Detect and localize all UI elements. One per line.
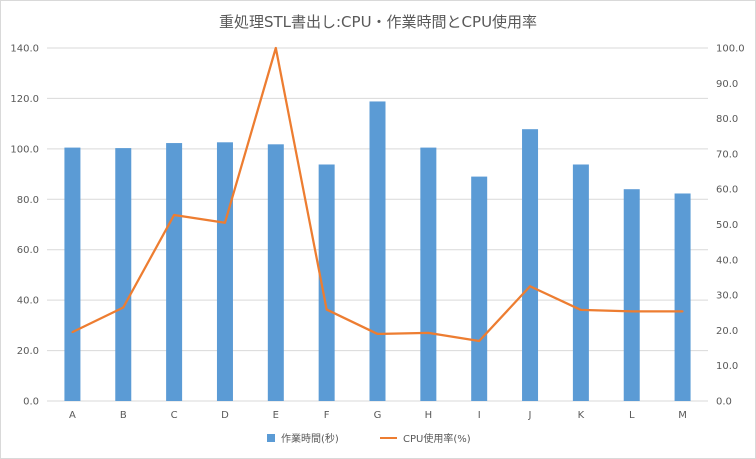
y-left-tick-label: 80.0 <box>17 195 39 206</box>
y-right-tick-label: 50.0 <box>716 220 738 231</box>
y-left-tick-label: 120.0 <box>10 94 39 105</box>
bar <box>572 164 589 401</box>
bar <box>166 143 183 401</box>
bar <box>420 147 437 401</box>
x-tick-label: L <box>629 410 635 421</box>
line-point <box>173 213 176 216</box>
line-point <box>223 221 226 224</box>
y-left-tick-label: 0.0 <box>23 397 39 408</box>
bar <box>522 129 539 401</box>
line-point <box>71 331 74 334</box>
line-point <box>376 332 379 335</box>
line-point <box>529 285 532 288</box>
line-point <box>122 306 125 309</box>
x-tick-label: J <box>528 410 532 421</box>
y-right-tick-label: 0.0 <box>716 397 732 408</box>
y-right-tick-label: 70.0 <box>716 149 738 160</box>
y-left-tick-label: 60.0 <box>17 245 39 256</box>
legend: 作業時間(秒) CPU使用率(%) <box>267 432 471 445</box>
line-series <box>71 46 684 343</box>
y-right-tick-label: 20.0 <box>716 326 738 337</box>
chart-title: 重処理STL書出し:CPU・作業時間とCPU使用率 <box>219 13 537 31</box>
x-tick-label: D <box>221 410 229 421</box>
line-point <box>325 308 328 311</box>
y-right-tick-label: 80.0 <box>716 114 738 125</box>
y-left-tick-label: 100.0 <box>10 144 39 155</box>
bar-series <box>64 101 691 401</box>
y-right-tick-label: 60.0 <box>716 185 738 196</box>
y-right-tick-label: 40.0 <box>716 255 738 266</box>
line-point <box>681 310 684 313</box>
bar <box>623 189 640 401</box>
x-tick-label: M <box>678 410 687 421</box>
left-axis: 0.0 20.0 40.0 60.0 80.0 100.0 120.0 140.0 <box>10 44 39 408</box>
right-axis: 0.0 10.0 20.0 30.0 40.0 50.0 60.0 70.0 80.0 90.0 1… <box>716 44 745 408</box>
x-axis: A B C D E F G H I J K L M <box>69 410 687 421</box>
line-point <box>427 331 430 334</box>
bar <box>216 142 233 401</box>
bar <box>369 101 386 401</box>
bar <box>471 176 488 401</box>
x-tick-label: B <box>120 410 127 421</box>
x-tick-label: K <box>578 410 585 421</box>
x-tick-label: C <box>171 410 178 421</box>
y-right-tick-label: 90.0 <box>716 79 738 90</box>
y-left-tick-label: 20.0 <box>17 346 39 357</box>
x-tick-label: E <box>273 410 279 421</box>
line-point <box>274 47 277 49</box>
bar <box>115 148 132 401</box>
bar <box>267 144 284 401</box>
line-point <box>630 310 633 313</box>
y-right-tick-label: 10.0 <box>716 361 738 372</box>
legend-label-line: CPU使用率(%) <box>403 432 471 445</box>
x-tick-label: H <box>425 410 433 421</box>
y-right-tick-label: 100.0 <box>716 44 745 55</box>
x-tick-label: I <box>478 410 481 421</box>
legend-swatch-bar <box>267 434 275 442</box>
y-left-tick-label: 40.0 <box>17 296 39 307</box>
x-tick-label: F <box>324 410 330 421</box>
line-point <box>579 308 582 311</box>
y-right-tick-label: 30.0 <box>716 291 738 302</box>
legend-label-bar: 作業時間(秒) <box>281 432 339 445</box>
bar <box>674 193 691 401</box>
x-tick-label: A <box>69 410 76 421</box>
bar <box>318 164 335 401</box>
bar <box>64 147 81 401</box>
y-left-tick-label: 140.0 <box>10 44 39 55</box>
x-tick-label: G <box>374 410 382 421</box>
line-point <box>478 339 481 342</box>
